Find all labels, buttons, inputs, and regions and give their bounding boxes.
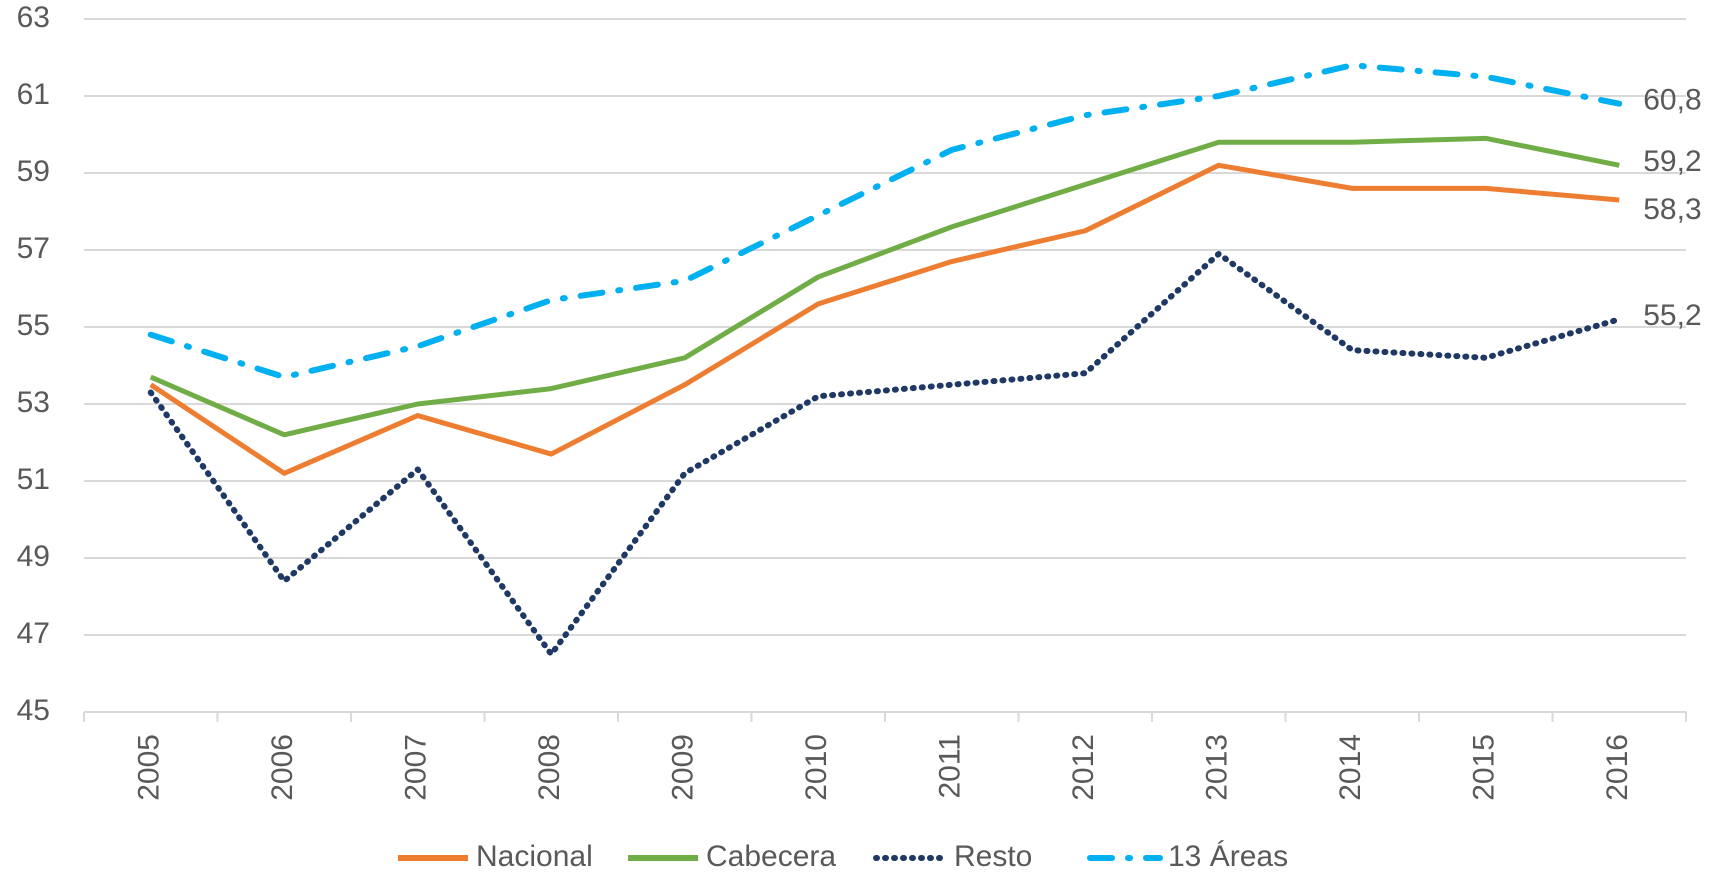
series-line: [147, 62, 1623, 381]
legend-label: Cabecera: [706, 840, 836, 872]
y-tick-label: 53: [17, 386, 50, 419]
x-tick-label: 2012: [1067, 734, 1100, 801]
y-tick-label: 57: [17, 232, 50, 265]
y-tick-label: 47: [17, 617, 50, 650]
y-tick-label: 49: [17, 540, 50, 573]
x-tick-label: 2005: [133, 734, 166, 801]
legend-label: Resto: [954, 840, 1032, 872]
series-line: [149, 162, 1620, 476]
y-tick-label: 51: [17, 463, 50, 496]
x-tick-label: 2014: [1334, 734, 1367, 801]
legend-label: Nacional: [476, 840, 593, 872]
x-tick-label: 2011: [934, 734, 967, 799]
x-tick-label: 2013: [1201, 734, 1234, 801]
value-label: 59,2: [1643, 145, 1701, 178]
x-tick-label: 2015: [1468, 734, 1501, 801]
x-tick-label: 2010: [800, 734, 833, 801]
y-tick-label: 59: [17, 155, 50, 188]
value-label: 55,2: [1643, 299, 1701, 332]
y-tick-label: 63: [17, 1, 50, 34]
y-tick-label: 55: [17, 309, 50, 342]
x-tick-label: 2006: [266, 734, 299, 801]
y-tick-label: 61: [17, 78, 50, 111]
series-line: [147, 250, 1623, 658]
value-label: 60,8: [1643, 84, 1701, 117]
x-tick-label: 2016: [1601, 734, 1634, 801]
y-tick-label: 45: [17, 694, 50, 727]
series-line: [149, 135, 1620, 438]
legend-label: 13 Áreas: [1168, 840, 1288, 872]
x-tick-label: 2009: [667, 734, 700, 801]
x-tick-label: 2008: [533, 734, 566, 801]
x-tick-label: 2007: [400, 734, 433, 801]
value-label: 58,3: [1643, 193, 1701, 226]
